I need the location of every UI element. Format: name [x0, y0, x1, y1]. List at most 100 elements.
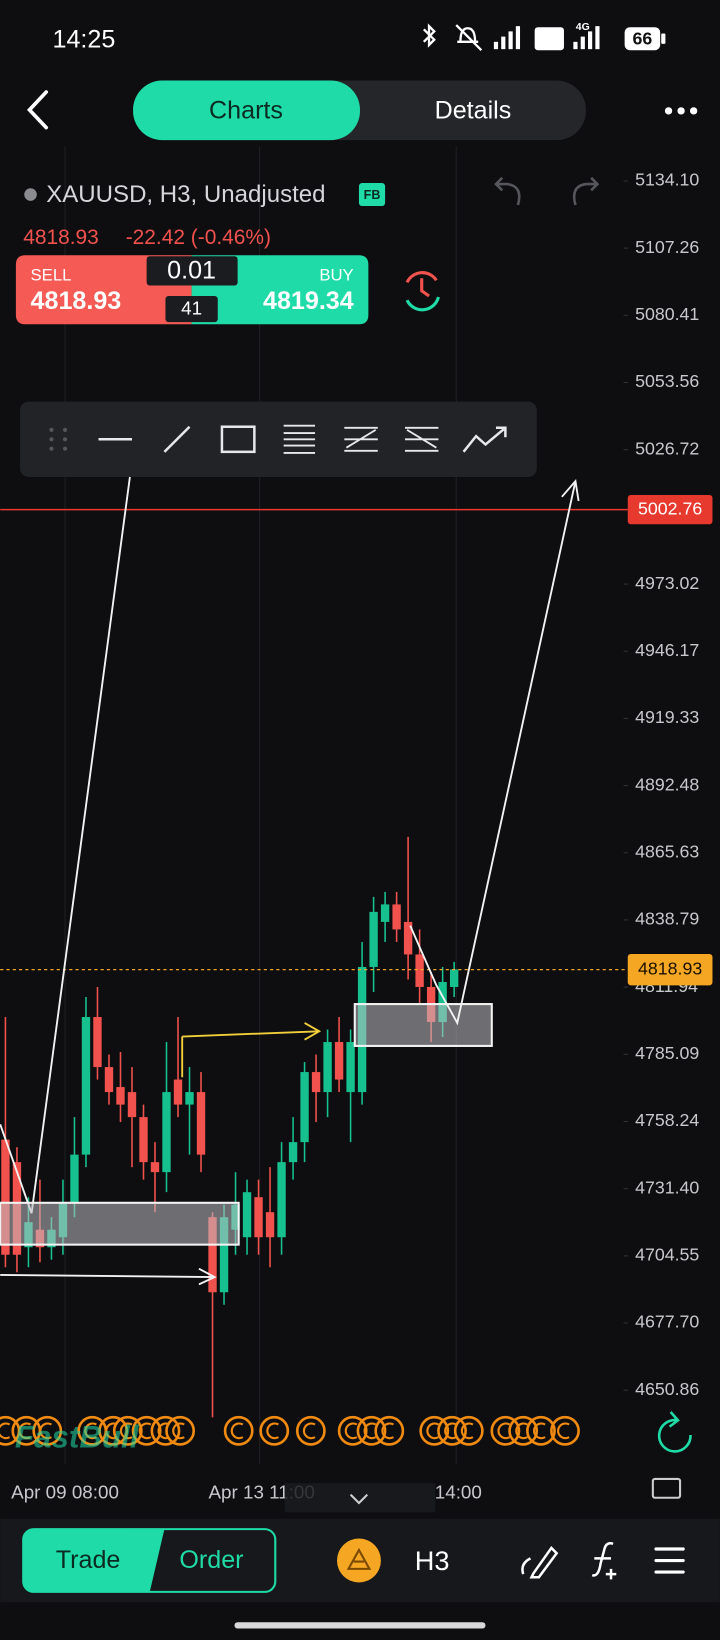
order-label[interactable]: Order	[179, 1546, 243, 1574]
draw-button[interactable]	[521, 1546, 559, 1579]
timeframe[interactable]: H3	[415, 1545, 450, 1576]
candle-body	[403, 921, 413, 955]
y-tick-label: 4758.24	[635, 1110, 699, 1130]
spread: 41	[181, 298, 202, 319]
x-tick-label: 14:00	[435, 1482, 482, 1503]
clock-icon[interactable]	[405, 271, 440, 312]
menu-button[interactable]	[654, 1547, 685, 1574]
candle-body	[127, 1092, 137, 1118]
arrow-head	[198, 1267, 217, 1286]
candle-body	[369, 911, 378, 967]
volte-icon	[534, 27, 564, 51]
buy-label: BUY	[319, 266, 353, 285]
drawing-toolbar	[20, 401, 537, 477]
candle-body	[139, 1117, 148, 1163]
y-tick-label: 4919.33	[635, 707, 699, 727]
candle-body	[104, 1067, 114, 1093]
layout-button[interactable]	[651, 1477, 682, 1499]
dot	[664, 107, 673, 115]
trade-button[interactable]	[23, 1529, 165, 1592]
candle-body	[288, 1142, 298, 1163]
tool-icons	[98, 424, 507, 454]
drawn-zone	[353, 1003, 493, 1047]
event-coin-glyph	[557, 1422, 570, 1440]
event-coin-glyph	[302, 1422, 316, 1440]
candle-body	[173, 1079, 183, 1105]
redo-button[interactable]	[572, 176, 600, 206]
candle-body	[150, 1162, 160, 1173]
event-coin-glyph	[172, 1422, 185, 1440]
y-tick-label: 5080.41	[635, 304, 699, 324]
mute-icon	[455, 24, 483, 52]
tab[interactable]: Charts	[209, 97, 283, 125]
event-coin	[550, 1415, 580, 1446]
candle-body	[323, 1042, 332, 1093]
y-tick-label: 4650.86	[635, 1379, 699, 1399]
candle-body	[300, 1072, 309, 1143]
event-coin-glyph	[444, 1422, 457, 1440]
signal-bar	[515, 26, 521, 50]
event-coin	[337, 1415, 368, 1446]
event-coin-glyph	[515, 1422, 528, 1440]
candle-body	[93, 1017, 102, 1068]
buy-price: 4819.34	[263, 287, 354, 315]
plot: 5134.10 5107.26 5080.41 5053.56 5026.72 4973.…	[0, 170, 713, 1418]
drag-handle[interactable]	[49, 427, 68, 451]
more-button[interactable]	[664, 107, 698, 115]
undo-button[interactable]	[494, 176, 521, 206]
event-coin	[150, 1415, 181, 1446]
tool-pitchfork[interactable]	[404, 426, 439, 452]
event-coin-glyph	[84, 1422, 97, 1440]
y-tick-label: 5134.10	[635, 170, 699, 190]
candle-body	[380, 904, 390, 922]
tool-fib[interactable]	[283, 424, 316, 454]
candle-body	[219, 1217, 229, 1293]
drawn-arrow	[0, 1274, 215, 1279]
tool-trendline[interactable]	[163, 425, 191, 453]
indicator-button[interactable]	[591, 1542, 617, 1580]
y-tick-label: 4973.02	[635, 573, 699, 593]
tool-rectangle[interactable]	[220, 425, 256, 454]
alert-label: 5002.76	[638, 498, 702, 518]
price-change: -22.42 (-0.46%)	[126, 226, 271, 249]
event-coin	[490, 1415, 521, 1446]
candle-body	[254, 1197, 263, 1238]
y-tick-label: 4704.55	[635, 1245, 699, 1265]
tab-active[interactable]	[133, 80, 360, 141]
event-coin	[32, 1415, 63, 1446]
dot	[677, 107, 685, 115]
event-coin-glyph	[39, 1422, 52, 1440]
reset-button[interactable]	[657, 1411, 692, 1453]
coin-glyph	[346, 1547, 372, 1570]
symbol: XAUUSD, H3, Unadjusted	[46, 181, 325, 208]
y-tick-label: 5026.72	[635, 438, 699, 458]
back-button[interactable]	[26, 90, 49, 130]
candle-body	[242, 1192, 252, 1238]
event-coin-glyph	[460, 1422, 474, 1440]
candle-body	[185, 1092, 194, 1105]
event-coin-glyph	[157, 1422, 171, 1440]
signal-bar	[588, 31, 593, 50]
y-tick-label: 4838.79	[635, 909, 699, 929]
tool-channel[interactable]	[344, 426, 378, 452]
signal-bar	[595, 26, 600, 50]
badge	[358, 183, 386, 207]
lot-box[interactable]	[146, 256, 238, 286]
event-coin	[419, 1415, 450, 1446]
bluetooth-icon	[422, 23, 436, 48]
status-icons	[422, 23, 666, 52]
drawings	[0, 476, 580, 1286]
event-coin-glyph	[344, 1422, 358, 1440]
y-tick-label: 4785.09	[635, 1043, 699, 1063]
signal-bar	[508, 31, 513, 50]
battery-level: 66	[633, 28, 653, 48]
tool-path[interactable]	[462, 426, 507, 453]
y-tick-label: 4731.40	[635, 1177, 699, 1197]
collapse-tab[interactable]	[284, 1483, 436, 1513]
candle-body	[70, 1154, 79, 1203]
dot	[689, 107, 698, 115]
candle-body	[311, 1072, 321, 1093]
tab[interactable]: Details	[435, 97, 512, 125]
